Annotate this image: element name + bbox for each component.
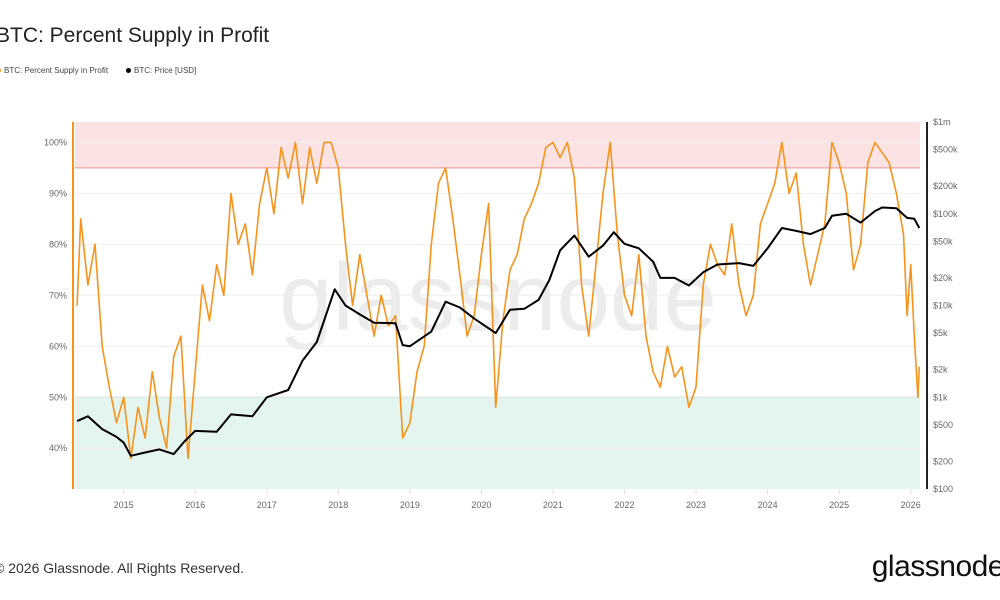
y-left-tick-label: 70% [49, 290, 67, 300]
x-tick-label: 2019 [400, 500, 420, 510]
y-right-tick-label: $200 [933, 456, 953, 466]
copyright: © 2026 Glassnode. All Rights Reserved. [0, 560, 245, 576]
x-tick-label: 2016 [185, 500, 205, 510]
x-tick-label: 2025 [829, 500, 849, 510]
x-tick-label: 2020 [471, 500, 491, 510]
price-line [76, 206, 921, 457]
y-left-tick-label: 80% [49, 239, 67, 249]
supply-in-profit-line [76, 141, 921, 460]
y-right-tick-label: $5k [933, 328, 948, 338]
y-left-tick-label: 100% [44, 137, 67, 147]
y-right-tick-label: $1k [933, 392, 948, 402]
y-right-tick-label: $500 [933, 420, 953, 430]
x-tick-label: 2026 [901, 500, 921, 510]
legend-item-supply[interactable]: BTC: Percent Supply in Profit [0, 66, 108, 75]
legend-label-supply: BTC: Percent Supply in Profit [4, 66, 109, 75]
legend: BTC: Percent Supply in Profit BTC: Price… [0, 66, 196, 75]
y-right-tick-label: $200k [933, 181, 958, 191]
y-right-tick-label: $20k [933, 273, 953, 283]
x-tick-label: 2021 [543, 500, 563, 510]
legend-label-price: BTC: Price [USD] [134, 66, 197, 75]
x-tick-label: 2015 [114, 500, 134, 510]
high-profit-band [75, 122, 920, 168]
legend-item-price[interactable]: BTC: Price [USD] [126, 66, 196, 75]
y-left-tick-label: 90% [49, 188, 67, 198]
y-right-tick-label: $50k [933, 236, 953, 246]
y-right-tick-label: $10k [933, 301, 953, 311]
x-tick-label: 2023 [686, 500, 706, 510]
y-left-tick-label: 40% [49, 443, 67, 453]
y-right-tick-label: $100k [933, 209, 958, 219]
x-tick-label: 2018 [328, 500, 348, 510]
y-right-tick-label: $2k [933, 365, 948, 375]
chart-title: BTC: Percent Supply in Profit [0, 24, 270, 47]
y-right-tick-label: $500k [933, 145, 958, 155]
y-right-tick-label: $1m [933, 117, 951, 127]
y-left-tick-label: 60% [49, 341, 67, 351]
x-tick-label: 2017 [257, 500, 277, 510]
y-right-tick-label: $100 [933, 484, 953, 494]
low-profit-band [75, 397, 920, 489]
legend-dot-supply [0, 68, 1, 73]
legend-dot-price [126, 68, 132, 73]
x-tick-label: 2024 [758, 500, 778, 510]
glassnode-logo[interactable]: glassnode [871, 550, 1000, 583]
x-tick-label: 2022 [614, 500, 634, 510]
y-left-tick-label: 50% [49, 392, 67, 402]
